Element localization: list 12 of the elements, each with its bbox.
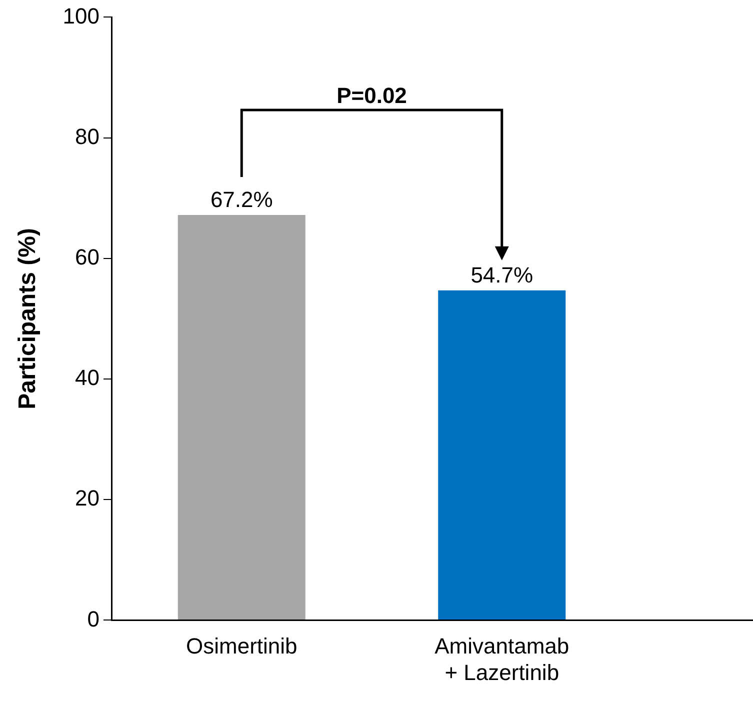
x-tick-label: Osimertinib xyxy=(186,633,298,658)
y-tick-label: 80 xyxy=(75,124,100,149)
data-label: 67.2% xyxy=(210,187,273,212)
y-tick-label: 60 xyxy=(75,244,100,270)
annotation: P=0.02 xyxy=(336,83,407,108)
y-tick-label: 20 xyxy=(75,486,100,511)
data-label: 54.7% xyxy=(470,262,534,288)
y-tick-label: 0 xyxy=(87,606,100,632)
x-tick-label: Amivantamab + Lazertinib xyxy=(434,633,570,685)
y-tick-label: 40 xyxy=(75,365,100,390)
y-axis-title: Participants (%) xyxy=(14,228,42,410)
y-tick-label: 100 xyxy=(62,3,100,28)
